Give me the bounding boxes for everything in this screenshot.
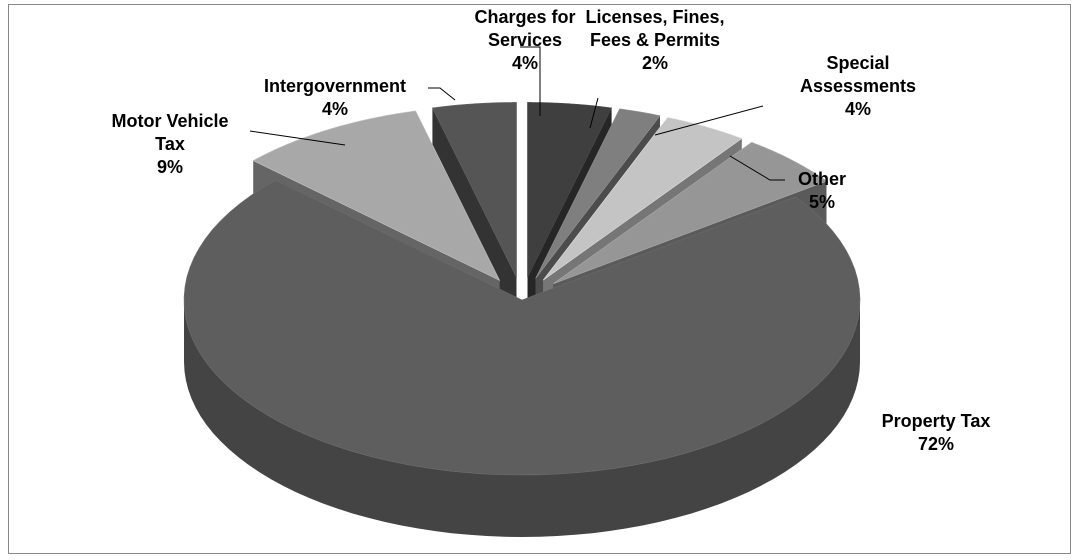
slice-label: Licenses, Fines, Fees & Permits [585, 7, 725, 50]
slice-side [184, 300, 860, 537]
slice-value-label: 72% [917, 434, 955, 454]
leader-line [520, 46, 541, 116]
slice [431, 102, 517, 278]
slice [552, 141, 828, 285]
slice-value-label: 4% [844, 99, 871, 119]
slice [527, 102, 613, 278]
slice-label: Intergovernment [263, 76, 407, 96]
slice-value-label: 4% [511, 53, 538, 73]
slice [542, 117, 743, 281]
slice-value-label: 2% [641, 53, 668, 73]
slice-label: Other [797, 169, 846, 189]
leader-line [249, 130, 346, 146]
chart-border [8, 4, 1071, 554]
leader-line [589, 97, 599, 129]
slice-label: Charges for Services [474, 7, 576, 50]
slice-value-label: 4% [321, 99, 348, 119]
slice-label: Special Assessments [799, 53, 917, 96]
slice-label: Motor Vehicle Tax [111, 111, 229, 154]
slice [535, 108, 661, 279]
leader-line [654, 105, 764, 136]
slice-value-label: 9% [156, 157, 183, 177]
slice [252, 110, 501, 282]
slice-value-label: 5% [808, 192, 835, 212]
slice [183, 179, 861, 476]
leader-line [729, 155, 785, 181]
slice-label: Property Tax [881, 411, 991, 431]
leader-line [428, 87, 456, 101]
